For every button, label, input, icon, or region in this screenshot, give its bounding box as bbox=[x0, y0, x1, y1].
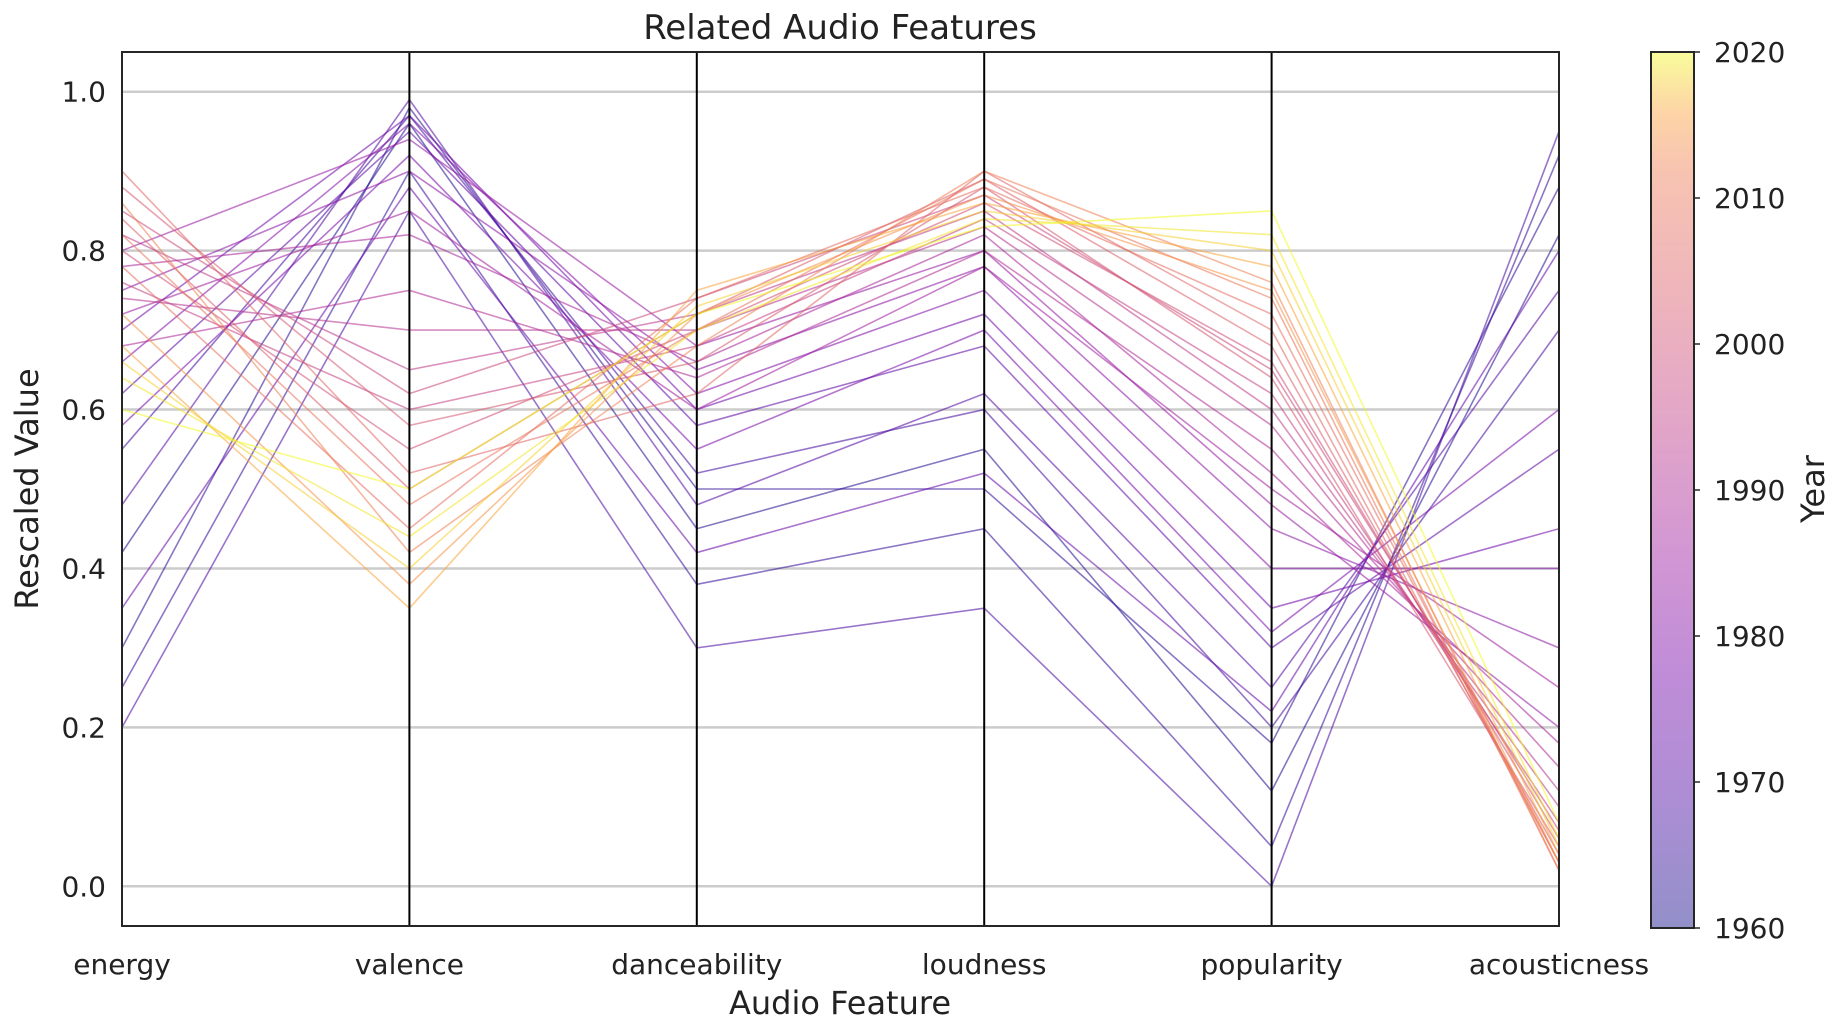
x-tick-label: energy bbox=[73, 948, 171, 981]
feature-axes bbox=[408, 52, 1273, 926]
series-line-1992 bbox=[122, 225, 1559, 792]
chart-title: Related Audio Features bbox=[643, 8, 1037, 48]
x-tick-label: popularity bbox=[1200, 948, 1342, 981]
x-tick-label: valence bbox=[355, 948, 464, 981]
series-line-1988 bbox=[122, 233, 1559, 744]
x-axis-label: Audio Feature bbox=[729, 984, 951, 1022]
x-tick-labels: energy valence danceability loudness popular… bbox=[73, 948, 1649, 981]
series-line-2012 bbox=[122, 170, 1559, 871]
grid-lines bbox=[122, 90, 1559, 888]
y-tick-label: 0.8 bbox=[61, 235, 106, 268]
series-line-2016 bbox=[122, 202, 1559, 855]
series-line-1974 bbox=[122, 185, 1559, 713]
y-tick-label: 0.4 bbox=[61, 552, 106, 585]
series-line-1976 bbox=[122, 114, 1559, 610]
y-tick-label: 0.2 bbox=[61, 711, 106, 744]
y-tick-label: 1.0 bbox=[61, 76, 106, 109]
series-line-1964 bbox=[122, 106, 1559, 745]
colorbar-label: Year bbox=[1794, 454, 1832, 524]
colorbar-tick-label: 1990 bbox=[1714, 474, 1785, 507]
series-line-1970 bbox=[122, 98, 1559, 689]
colorbar-tick-label: 1980 bbox=[1714, 620, 1785, 653]
series-line-1980 bbox=[122, 122, 1559, 570]
series-line-1996 bbox=[122, 217, 1559, 824]
series-line-2014 bbox=[122, 194, 1559, 863]
plot-frame bbox=[121, 51, 1560, 927]
series-line-1990 bbox=[122, 249, 1559, 768]
series-lines bbox=[122, 98, 1559, 888]
series-line-2018 bbox=[122, 210, 1559, 847]
series-line-1968 bbox=[122, 131, 1559, 888]
x-tick-label: acousticness bbox=[1469, 948, 1649, 981]
x-tick-label: loudness bbox=[922, 948, 1047, 981]
colorbar-tick-labels: 1960 1970 1980 1990 2000 2010 2020 bbox=[1694, 36, 1785, 945]
series-line-2020 bbox=[122, 210, 1559, 824]
colorbar-tick-label: 2020 bbox=[1714, 36, 1785, 69]
colorbar bbox=[1650, 51, 1695, 929]
series-line-1972 bbox=[122, 130, 1559, 649]
colorbar-tick-label: 1960 bbox=[1714, 912, 1785, 945]
series-line-2008 bbox=[122, 186, 1559, 863]
colorbar-tick-label: 2010 bbox=[1714, 182, 1785, 215]
series-line-1967 bbox=[122, 114, 1559, 729]
y-tick-label: 0.0 bbox=[61, 870, 106, 903]
y-axis-label: Rescaled Value bbox=[8, 368, 46, 609]
series-line-2006 bbox=[122, 170, 1559, 863]
colorbar-tick-label: 1970 bbox=[1714, 766, 1785, 799]
series-line-1978 bbox=[122, 154, 1559, 634]
y-tick-label: 0.6 bbox=[61, 394, 106, 427]
series-line-2000 bbox=[122, 202, 1559, 840]
series-line-1994 bbox=[122, 210, 1559, 808]
series-line-2019 bbox=[122, 218, 1559, 839]
colorbar-tick-label: 2000 bbox=[1714, 328, 1785, 361]
series-line-1982 bbox=[122, 170, 1559, 649]
y-tick-labels: 0.0 0.2 0.4 0.6 0.8 1.0 bbox=[61, 76, 106, 904]
series-line-1986 bbox=[122, 210, 1559, 689]
x-tick-label: danceability bbox=[611, 948, 782, 981]
